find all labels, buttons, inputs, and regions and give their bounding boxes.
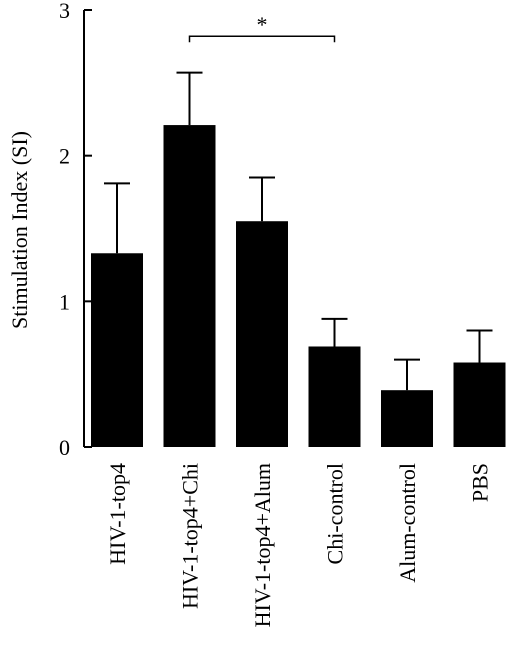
y-tick-label: 1 [59,289,70,314]
bar [308,346,361,447]
x-tick-label: PBS [468,463,493,502]
bar [91,253,143,447]
y-axis-label: Stimulation Index (SI) [7,131,32,329]
x-tick-label: HIV-1-top4 [105,463,130,565]
x-tick-label: Alum-control [395,463,420,583]
bar [381,390,433,447]
x-tick-label: HIV-1-top4+Alum [250,463,275,627]
x-tick-label: Chi-control [323,463,348,564]
axes: 0 1 2 3 HIV-1-top4 HIV-1-top4+Chi HIV-1-top4+A… [59,0,493,627]
significance-annotations: * [188,12,336,43]
error-bars [104,71,493,391]
significance-marker: * [257,12,268,37]
x-tick-label: HIV-1-top4+Chi [178,463,203,609]
y-tick-label: 2 [59,144,70,169]
bar [163,125,216,448]
y-tick-label: 0 [59,435,70,460]
bar [453,362,506,447]
significance-bracket [188,35,336,43]
bars [91,125,506,448]
y-tick-label: 3 [59,0,70,23]
bar [236,221,288,447]
